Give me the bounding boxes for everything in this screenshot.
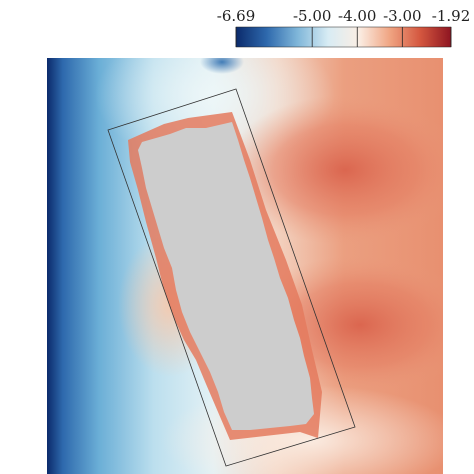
colorbar: -6.69 -5.00 -4.00 -3.00 -1.92 xyxy=(217,7,470,48)
blue-spot-top xyxy=(200,58,244,74)
high-value-region-upper xyxy=(225,95,443,245)
colorbar-tick-label: -4.00 xyxy=(338,7,376,25)
body-outline xyxy=(107,88,356,467)
colorbar-ticks: -6.69 -5.00 -4.00 -3.00 -1.92 xyxy=(217,7,470,47)
colorbar-tick-label: -5.00 xyxy=(293,7,331,25)
colorbar-tick-label: -1.92 xyxy=(432,7,470,25)
masked-region xyxy=(138,122,314,430)
heatmap-field xyxy=(47,58,443,474)
colorbar-bar xyxy=(235,26,452,48)
colorbar-tick-label: -6.69 xyxy=(217,7,255,25)
colorbar-tick-label: -3.00 xyxy=(383,7,421,25)
